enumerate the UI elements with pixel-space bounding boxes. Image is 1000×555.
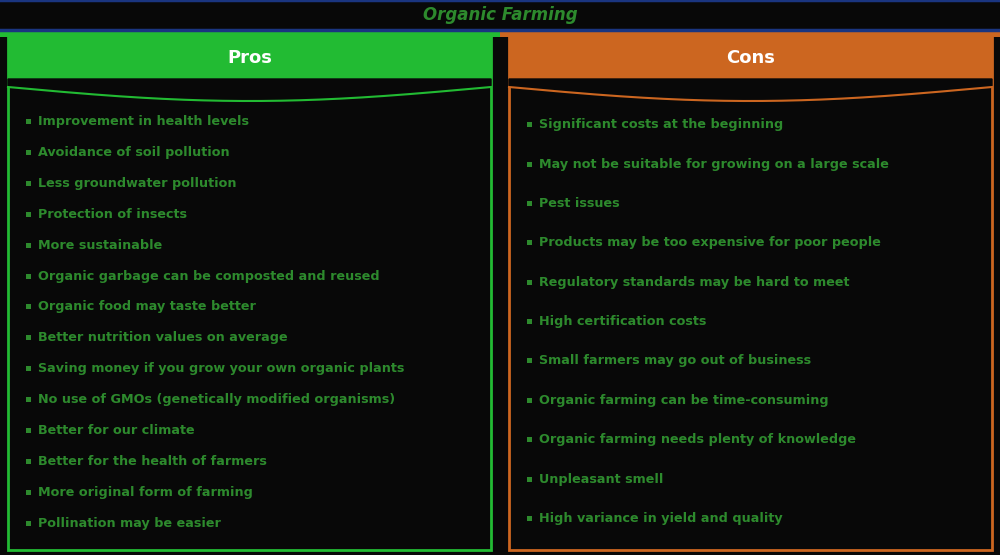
Bar xyxy=(26,305,31,310)
Bar xyxy=(0,0,1000,30)
Bar xyxy=(26,490,31,495)
Text: Organic food may taste better: Organic food may taste better xyxy=(38,300,256,314)
Bar xyxy=(527,122,532,127)
Bar xyxy=(26,366,31,371)
Bar xyxy=(509,37,992,79)
Bar xyxy=(527,477,532,482)
Bar xyxy=(527,201,532,206)
Bar xyxy=(26,181,31,186)
Bar xyxy=(509,37,992,550)
Bar xyxy=(0,32,500,37)
Text: Pest issues: Pest issues xyxy=(539,197,620,210)
Bar xyxy=(26,243,31,248)
Bar xyxy=(527,162,532,166)
Bar xyxy=(527,437,532,442)
Text: Unpleasant smell: Unpleasant smell xyxy=(539,472,663,486)
Bar xyxy=(26,274,31,279)
Text: High variance in yield and quality: High variance in yield and quality xyxy=(539,512,783,525)
Bar xyxy=(527,516,532,521)
Bar xyxy=(26,428,31,433)
Bar xyxy=(527,359,532,364)
Bar xyxy=(8,37,491,79)
Text: Pros: Pros xyxy=(227,49,272,67)
Text: Less groundwater pollution: Less groundwater pollution xyxy=(38,176,237,190)
Text: Pollination may be easier: Pollination may be easier xyxy=(38,517,221,530)
Text: More original form of farming: More original form of farming xyxy=(38,486,253,499)
Bar xyxy=(26,335,31,340)
Polygon shape xyxy=(509,79,992,101)
Text: Better for our climate: Better for our climate xyxy=(38,424,195,437)
Text: Regulatory standards may be hard to meet: Regulatory standards may be hard to meet xyxy=(539,276,850,289)
Text: Significant costs at the beginning: Significant costs at the beginning xyxy=(539,118,783,131)
Text: More sustainable: More sustainable xyxy=(38,239,162,251)
Text: No use of GMOs (genetically modified organisms): No use of GMOs (genetically modified org… xyxy=(38,393,395,406)
Bar xyxy=(8,37,491,550)
Text: Better nutrition values on average: Better nutrition values on average xyxy=(38,331,288,344)
Text: Saving money if you grow your own organic plants: Saving money if you grow your own organi… xyxy=(38,362,404,375)
Text: High certification costs: High certification costs xyxy=(539,315,706,328)
Text: Products may be too expensive for poor people: Products may be too expensive for poor p… xyxy=(539,236,881,249)
Text: Cons: Cons xyxy=(726,49,775,67)
Bar xyxy=(26,119,31,124)
Bar xyxy=(527,240,532,245)
Text: Organic garbage can be composted and reused: Organic garbage can be composted and reu… xyxy=(38,270,380,282)
Text: May not be suitable for growing on a large scale: May not be suitable for growing on a lar… xyxy=(539,158,889,170)
Bar xyxy=(26,459,31,464)
Text: Protection of insects: Protection of insects xyxy=(38,208,187,221)
Bar xyxy=(26,211,31,216)
Text: Improvement in health levels: Improvement in health levels xyxy=(38,115,249,128)
Bar xyxy=(500,32,1000,37)
Bar xyxy=(26,150,31,155)
Bar xyxy=(26,521,31,526)
Text: Organic Farming: Organic Farming xyxy=(423,6,577,24)
Text: Organic farming needs plenty of knowledge: Organic farming needs plenty of knowledg… xyxy=(539,433,856,446)
Bar xyxy=(26,397,31,402)
Polygon shape xyxy=(8,79,491,101)
Bar xyxy=(527,319,532,324)
Bar xyxy=(527,280,532,285)
Bar xyxy=(527,398,532,403)
Text: Avoidance of soil pollution: Avoidance of soil pollution xyxy=(38,146,230,159)
Text: Better for the health of farmers: Better for the health of farmers xyxy=(38,455,267,468)
Text: Small farmers may go out of business: Small farmers may go out of business xyxy=(539,355,811,367)
Text: Organic farming can be time-consuming: Organic farming can be time-consuming xyxy=(539,394,829,407)
